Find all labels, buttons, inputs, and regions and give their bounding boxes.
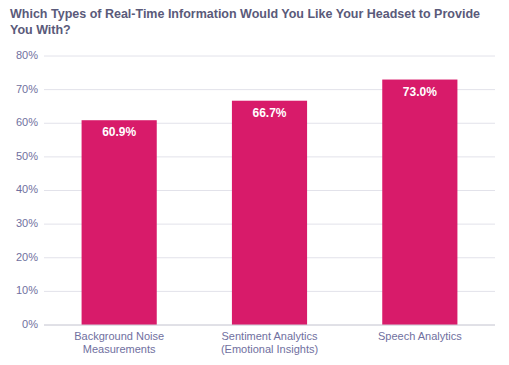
chart-container: Which Types of Real-Time Information Wou… xyxy=(0,0,509,365)
title-line: You With? xyxy=(10,23,71,37)
y-axis: 0% 10% 20% 30% 40% 50% 60% 70% 80% xyxy=(16,49,495,330)
y-tick-label: 10% xyxy=(16,284,38,296)
y-tick-label: 70% xyxy=(16,83,38,95)
x-tick-label-line: Sentiment Analytics xyxy=(222,330,318,342)
y-tick-label: 30% xyxy=(16,217,38,229)
bar xyxy=(82,120,157,325)
title: Which Types of Real-Time Information Wou… xyxy=(10,7,480,37)
y-tick-label: 20% xyxy=(16,251,38,263)
data-label: 66.7% xyxy=(252,106,286,120)
title-line: Which Types of Real-Time Information Wou… xyxy=(10,7,480,21)
data-label: 60.9% xyxy=(102,125,136,139)
bars xyxy=(82,80,458,325)
x-tick-label: Sentiment Analytics(Emotional Insights) xyxy=(221,330,318,355)
y-tick-label: 50% xyxy=(16,150,38,162)
labels: 60.9% 66.7% 73.0% xyxy=(102,85,437,140)
x-tick-label-line: (Emotional Insights) xyxy=(221,343,318,355)
y-tick-label: 40% xyxy=(16,183,38,195)
y-tick-label: 80% xyxy=(16,49,38,61)
background xyxy=(0,0,509,365)
bar xyxy=(382,80,457,325)
bar xyxy=(232,101,307,325)
x-axis: Background NoiseMeasurements Sentiment An… xyxy=(44,325,495,355)
x-tick-label: Speech Analytics xyxy=(378,330,462,342)
x-axis-line xyxy=(44,325,495,326)
x-tick-label-line: Measurements xyxy=(83,343,156,355)
x-tick-label-line: Speech Analytics xyxy=(378,330,462,342)
page: {"chart_data": {"type": "bar", "title": … xyxy=(0,0,509,365)
grid-line xyxy=(44,325,495,326)
x-tick-label: Background NoiseMeasurements xyxy=(74,330,164,355)
y-tick-label: 60% xyxy=(16,116,38,128)
data-label: 73.0% xyxy=(403,85,437,99)
y-tick-label: 0% xyxy=(22,318,38,330)
grid-line xyxy=(44,56,495,57)
x-tick-label-line: Background Noise xyxy=(74,330,164,342)
chart-svg: Which Types of Real-Time Information Wou… xyxy=(0,0,509,365)
